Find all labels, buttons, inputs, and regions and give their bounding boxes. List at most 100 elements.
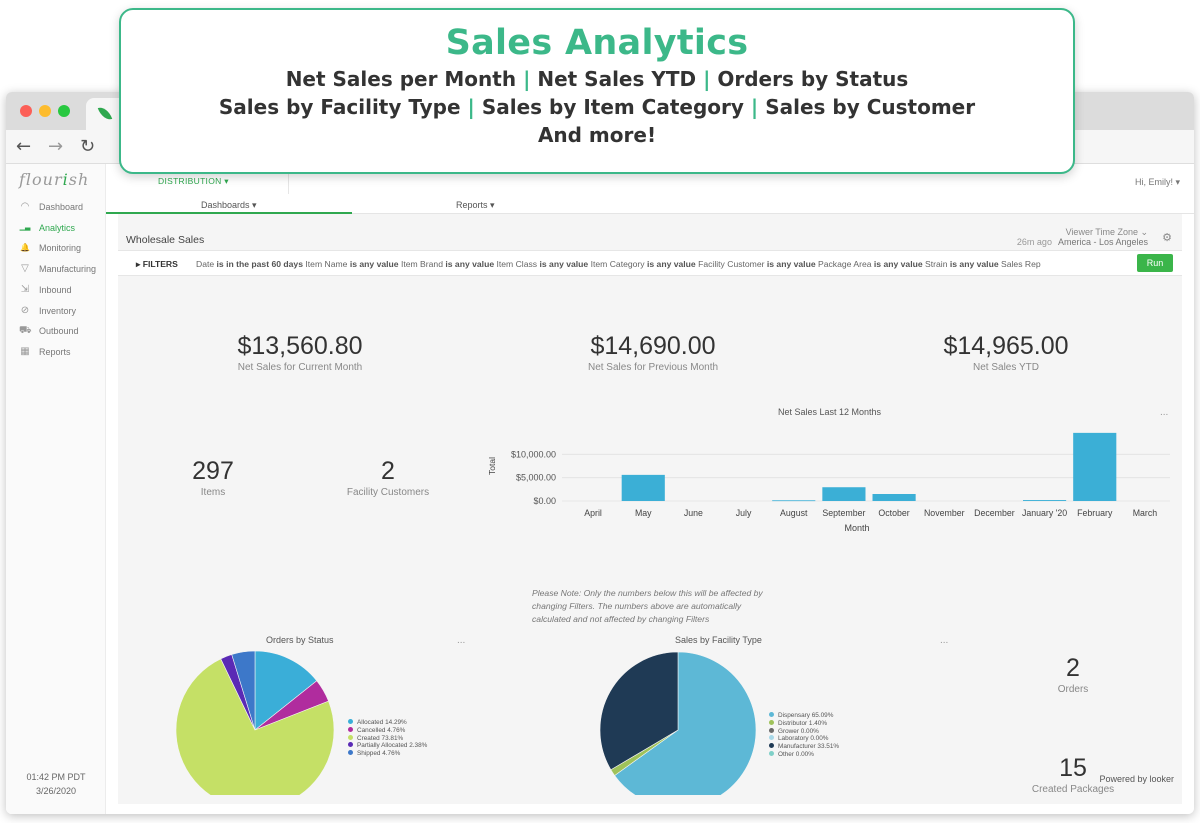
x-tick-label: January '20 xyxy=(1022,508,1067,518)
sidebar-item-outbound[interactable]: ⛟ Outbound xyxy=(6,322,106,342)
bar-chart-menu[interactable]: ... xyxy=(1160,407,1169,418)
run-button[interactable]: Run xyxy=(1137,254,1173,272)
sidebar-item-inventory[interactable]: ⊘ Inventory xyxy=(6,302,106,322)
legend-item[interactable]: Allocated 14.29% xyxy=(348,719,427,727)
bar[interactable] xyxy=(872,494,916,501)
filter-condition[interactable]: is any value xyxy=(766,259,816,269)
active-tab-indicator xyxy=(106,212,352,214)
legend-item[interactable]: Other 0.00% xyxy=(769,750,839,759)
legend-item[interactable]: Grower 0.00% xyxy=(769,727,839,736)
tab-reports[interactable]: Reports ▾ xyxy=(456,200,495,210)
sidebar-item-manufacturing[interactable]: ▽ Manufacturing xyxy=(6,260,106,280)
reload-icon[interactable]: ↻ xyxy=(80,136,96,157)
kpi-label: Orders xyxy=(1057,684,1089,695)
sidebar-item-label: Monitoring xyxy=(39,243,82,254)
legend-item[interactable]: Cancelled 4.76% xyxy=(348,726,427,735)
filter-condition[interactable]: is any value xyxy=(949,259,999,269)
sidebar-item-inbound[interactable]: ⇲ Inbound xyxy=(6,281,106,301)
kpi-orders: 2 Orders xyxy=(1013,654,1133,695)
filter-name[interactable]: Item Class xyxy=(496,259,538,269)
banner-line-2: Sales by Facility Type | Sales by Item C… xyxy=(121,93,1073,121)
sidebar-item-monitoring[interactable]: 🔔 Monitoring xyxy=(6,239,106,259)
legend-item[interactable]: Shipped 4.76% xyxy=(348,750,427,758)
pie-slice[interactable] xyxy=(599,651,679,771)
tab-dashboards[interactable]: Dashboards ▾ xyxy=(201,200,257,210)
pie-slice[interactable] xyxy=(175,658,335,795)
filters-toggle[interactable]: ▸ FILTERS xyxy=(136,259,178,269)
kpi-label: Items xyxy=(200,487,226,498)
banner-feature: Sales by Item Category xyxy=(481,95,744,119)
legend-item[interactable]: Manufacturer 33.51% xyxy=(769,743,839,751)
legend-label: Shipped 4.76% xyxy=(357,750,401,758)
sidebar-item-label: Dashboard xyxy=(39,202,84,212)
minimize-window-button[interactable] xyxy=(39,105,51,117)
bar[interactable] xyxy=(1073,432,1117,501)
filter-name[interactable]: Item Name xyxy=(305,259,348,269)
facility-chart-menu[interactable]: ... xyxy=(940,635,949,646)
distribution-dropdown[interactable]: DISTRIBUTION ▾ xyxy=(158,176,229,186)
filter-name[interactable]: Item Category xyxy=(590,259,645,269)
legend-item[interactable]: Dispensary 65.09% xyxy=(769,712,839,720)
close-window-button[interactable] xyxy=(20,105,32,117)
legend-label: Cancelled 4.76% xyxy=(357,726,406,734)
filter-name[interactable]: Strain xyxy=(925,259,948,269)
legend-item[interactable]: Partially Allocated 2.38% xyxy=(348,742,427,750)
filter-condition[interactable]: is any value xyxy=(646,259,696,269)
inbound-icon: ⇲ xyxy=(20,283,30,295)
sidebar-item-label: Inbound xyxy=(39,284,72,295)
pie-slice[interactable] xyxy=(254,650,318,731)
filter-name[interactable]: Facility Customer xyxy=(698,259,765,269)
bar[interactable] xyxy=(772,500,816,502)
kpi-current-month: $13,560.80 Net Sales for Current Month xyxy=(185,332,415,373)
filter-name[interactable]: Item Brand xyxy=(400,259,443,269)
back-arrow-icon[interactable]: ← xyxy=(16,136,32,157)
x-tick-label: November xyxy=(924,508,965,518)
sidebar-item-analytics[interactable]: ▁▃ Analytics xyxy=(6,219,106,239)
legend-swatch xyxy=(769,712,774,717)
flourish-logo[interactable]: flourish xyxy=(19,170,89,189)
gear-icon[interactable]: ⚙ xyxy=(1162,231,1172,244)
legend-swatch xyxy=(769,735,774,741)
y-tick-label: $10,000.00 xyxy=(511,449,556,459)
forward-arrow-icon[interactable]: → xyxy=(48,136,64,157)
legend-label: Distributor 1.40% xyxy=(778,719,828,727)
separator: | xyxy=(703,67,711,91)
dashboard-title: Wholesale Sales xyxy=(126,234,205,246)
legend-label: Grower 0.00% xyxy=(778,727,819,735)
filter-condition[interactable]: is any value xyxy=(445,259,495,269)
flourish-app: flourish ◠ Dashboard ▁▃ Analytics 🔔 Monitorin… xyxy=(6,164,1194,814)
funnel-icon: ▽ xyxy=(21,263,29,275)
legend-item[interactable]: Distributor 1.40% xyxy=(769,719,839,728)
legend-item[interactable]: Laboratory 0.00% xyxy=(769,735,839,743)
filter-condition[interactable]: is any value xyxy=(539,259,589,269)
bar[interactable] xyxy=(1023,500,1067,501)
sidebar-item-dashboard[interactable]: ◠ Dashboard xyxy=(6,198,106,218)
bar[interactable] xyxy=(822,487,866,501)
filter-condition[interactable]: is in the past 60 days xyxy=(216,259,303,269)
separator: | xyxy=(467,95,475,119)
sidebar-item-label: Analytics xyxy=(39,222,76,233)
filter-bar: ▸ FILTERS Date is in the past 60 days It… xyxy=(118,250,1182,276)
kpi-value: $14,690.00 xyxy=(590,332,716,360)
kpi-label: Created Packages xyxy=(1031,784,1115,795)
legend-swatch xyxy=(348,726,353,732)
kpi-items: 297 Items xyxy=(153,457,273,498)
filter-condition[interactable]: is any value xyxy=(873,259,923,269)
filter-name[interactable]: Package Area xyxy=(818,259,872,269)
pie-slice[interactable] xyxy=(231,650,256,731)
pie-slice[interactable] xyxy=(614,651,757,795)
user-menu[interactable]: Hi, Emily! ▾ xyxy=(1134,177,1180,187)
kpi-packages: 15 Created Packages xyxy=(1013,754,1133,795)
filter-name[interactable]: Sales Rep xyxy=(1001,259,1041,269)
filter-condition[interactable]: is any value xyxy=(349,259,399,269)
gauge-icon: ◠ xyxy=(20,201,30,212)
sidebar-item-reports[interactable]: ▦ Reports xyxy=(6,343,106,363)
logo-text-accent: i xyxy=(62,170,69,189)
orders-chart-menu[interactable]: ... xyxy=(457,635,466,646)
timezone-selector[interactable]: Viewer Time Zone ⌄ xyxy=(1065,227,1148,237)
bar[interactable] xyxy=(621,474,665,501)
filter-name[interactable]: Date xyxy=(196,259,215,269)
legend-item[interactable]: Created 73.81% xyxy=(348,734,427,743)
kpi-value: 15 xyxy=(1059,754,1087,782)
maximize-window-button[interactable] xyxy=(58,105,70,117)
